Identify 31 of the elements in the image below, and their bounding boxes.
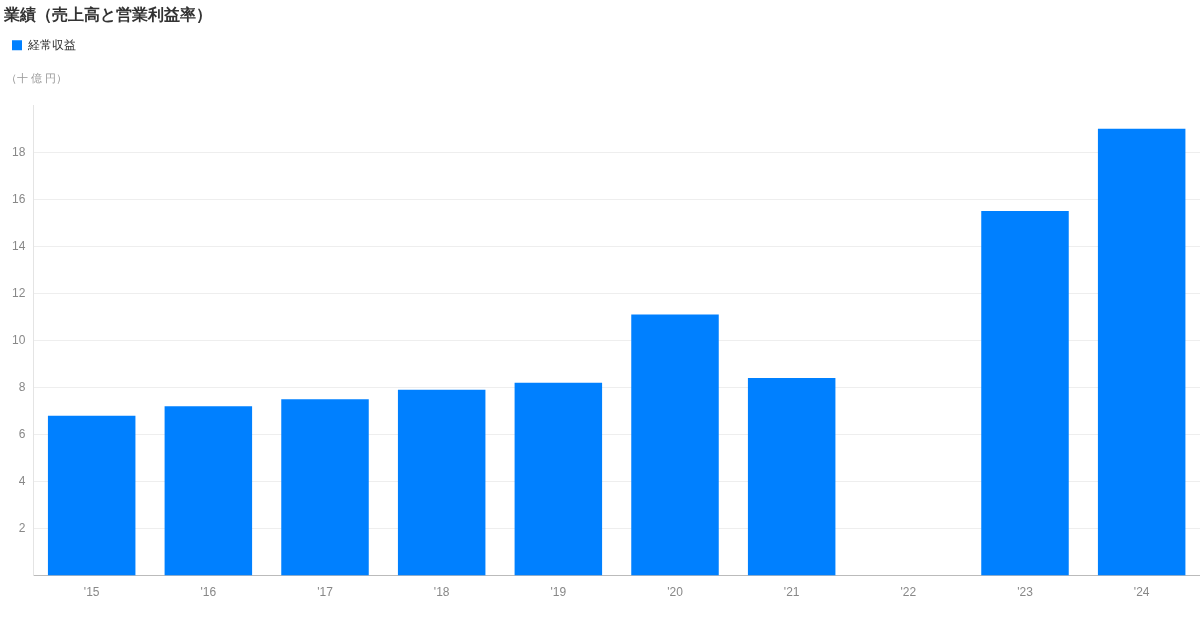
x-tick-label: '22 <box>900 585 917 600</box>
y-tick-label: 8 <box>18 379 26 394</box>
y-tick-label: 2 <box>18 520 26 535</box>
bar <box>631 314 719 576</box>
x-tick-label: '18 <box>433 585 450 600</box>
x-tick-label: '16 <box>200 585 217 600</box>
bar <box>164 406 253 576</box>
y-tick-label: 12 <box>11 285 26 300</box>
x-tick-label: '23 <box>1017 585 1034 600</box>
x-tick-label: '21 <box>783 585 800 600</box>
x-tick-label: '20 <box>667 585 684 600</box>
y-tick-label: 10 <box>11 332 26 347</box>
legend-label: 経常収益 <box>27 37 76 52</box>
bar <box>514 382 603 576</box>
bar <box>281 399 369 576</box>
bar <box>47 415 136 576</box>
y-tick-label: 18 <box>11 144 26 159</box>
x-tick-label: '24 <box>1133 585 1150 600</box>
x-tick-label: '19 <box>550 585 567 600</box>
x-tick-label: '17 <box>317 585 334 600</box>
y-tick-label: 4 <box>18 473 26 488</box>
bar <box>1097 128 1186 576</box>
y-tick-label: 6 <box>18 426 26 441</box>
bar <box>397 389 486 576</box>
x-tick-label: '15 <box>83 585 100 600</box>
chart-title: 業績（売上高と営業利益率） <box>3 5 212 25</box>
y-tick-label: 14 <box>11 238 26 253</box>
bar <box>747 378 836 576</box>
bar <box>981 211 1069 576</box>
y-tick-label: 16 <box>11 191 26 206</box>
y-axis-title: （十 億 円） <box>6 72 68 85</box>
